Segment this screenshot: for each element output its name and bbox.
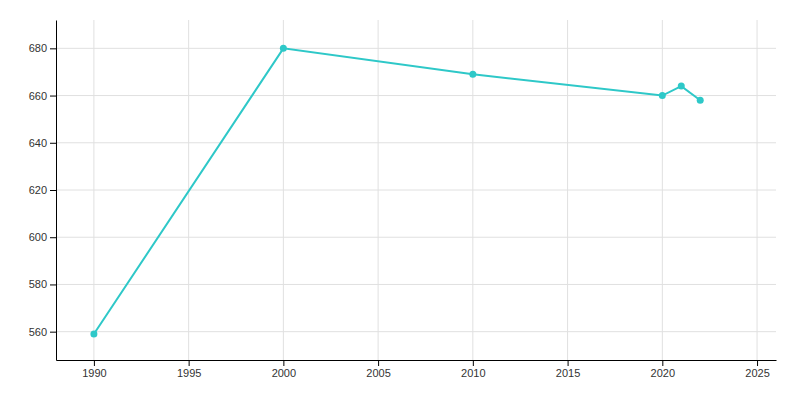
line — [94, 48, 700, 334]
y-tick-mark — [50, 143, 56, 144]
y-tick-mark — [50, 237, 56, 238]
y-tick: 560 — [29, 326, 56, 338]
plot-area: 1990 1995 2000 2005 2010 2015 2020 2025 560 580 60… — [29, 20, 777, 379]
grid-line — [56, 284, 776, 285]
y-tick: 620 — [29, 184, 56, 196]
chart: 1990 1995 2000 2005 2010 2015 2020 2025 560 580 60… — [0, 0, 800, 400]
x-tick: 2015 — [556, 360, 580, 379]
y-tick-mark — [50, 332, 56, 333]
y-tick: 600 — [29, 231, 56, 243]
point — [697, 97, 704, 104]
marks — [90, 45, 703, 338]
y-tick-mark — [50, 190, 56, 191]
x-tick-mark — [378, 360, 379, 366]
y-tick-mark — [50, 284, 56, 285]
y-tick: 580 — [29, 278, 56, 290]
y-axis: 560 580 600 620 640 660 680 — [29, 21, 57, 361]
x-tick-mark — [473, 360, 474, 366]
grid-line — [56, 142, 776, 143]
y-tick-label: 620 — [29, 184, 47, 196]
grid-line — [56, 48, 776, 49]
y-tick: 640 — [29, 137, 56, 149]
x-tick-label: 2000 — [272, 367, 296, 379]
grid-line — [56, 95, 776, 96]
grid-line — [56, 331, 776, 332]
y-tick-label: 640 — [29, 137, 47, 149]
x-tick: 1990 — [82, 360, 106, 379]
grid — [56, 20, 776, 360]
x-tick-label: 1995 — [177, 367, 201, 379]
x-tick-label: 2015 — [556, 367, 580, 379]
y-tick: 680 — [29, 42, 56, 54]
y-tick-label: 600 — [29, 231, 47, 243]
y-tick-label: 660 — [29, 90, 47, 102]
y-tick: 660 — [29, 90, 56, 102]
y-tick-label: 680 — [29, 42, 47, 54]
grid-line — [56, 237, 776, 238]
x-tick: 2000 — [272, 360, 296, 379]
grid-line — [56, 190, 776, 191]
x-tick-mark — [568, 360, 569, 366]
y-tick-label: 560 — [29, 326, 47, 338]
x-axis: 1990 1995 2000 2005 2010 2015 2020 2025 — [57, 360, 777, 379]
y-tick-label: 580 — [29, 278, 47, 290]
x-tick-label: 2010 — [461, 367, 485, 379]
y-axis-line — [56, 21, 57, 361]
point — [659, 92, 666, 99]
point — [469, 71, 476, 78]
x-tick-mark — [757, 360, 758, 366]
x-tick-mark — [283, 360, 284, 366]
x-tick: 2010 — [461, 360, 485, 379]
x-tick: 1995 — [177, 360, 201, 379]
x-tick: 2005 — [366, 360, 390, 379]
x-tick: 2020 — [651, 360, 675, 379]
x-axis-line — [57, 360, 777, 361]
x-tick-label: 2025 — [745, 367, 769, 379]
x-tick-mark — [662, 360, 663, 366]
point — [678, 83, 685, 90]
x-tick: 2025 — [745, 360, 769, 379]
x-tick-label: 1990 — [82, 367, 106, 379]
y-tick-mark — [50, 48, 56, 49]
x-tick-label: 2005 — [366, 367, 390, 379]
y-tick-mark — [50, 96, 56, 97]
point — [90, 331, 97, 338]
x-tick-mark — [189, 360, 190, 366]
x-tick-label: 2020 — [651, 367, 675, 379]
point — [280, 45, 287, 52]
x-tick-mark — [94, 360, 95, 366]
